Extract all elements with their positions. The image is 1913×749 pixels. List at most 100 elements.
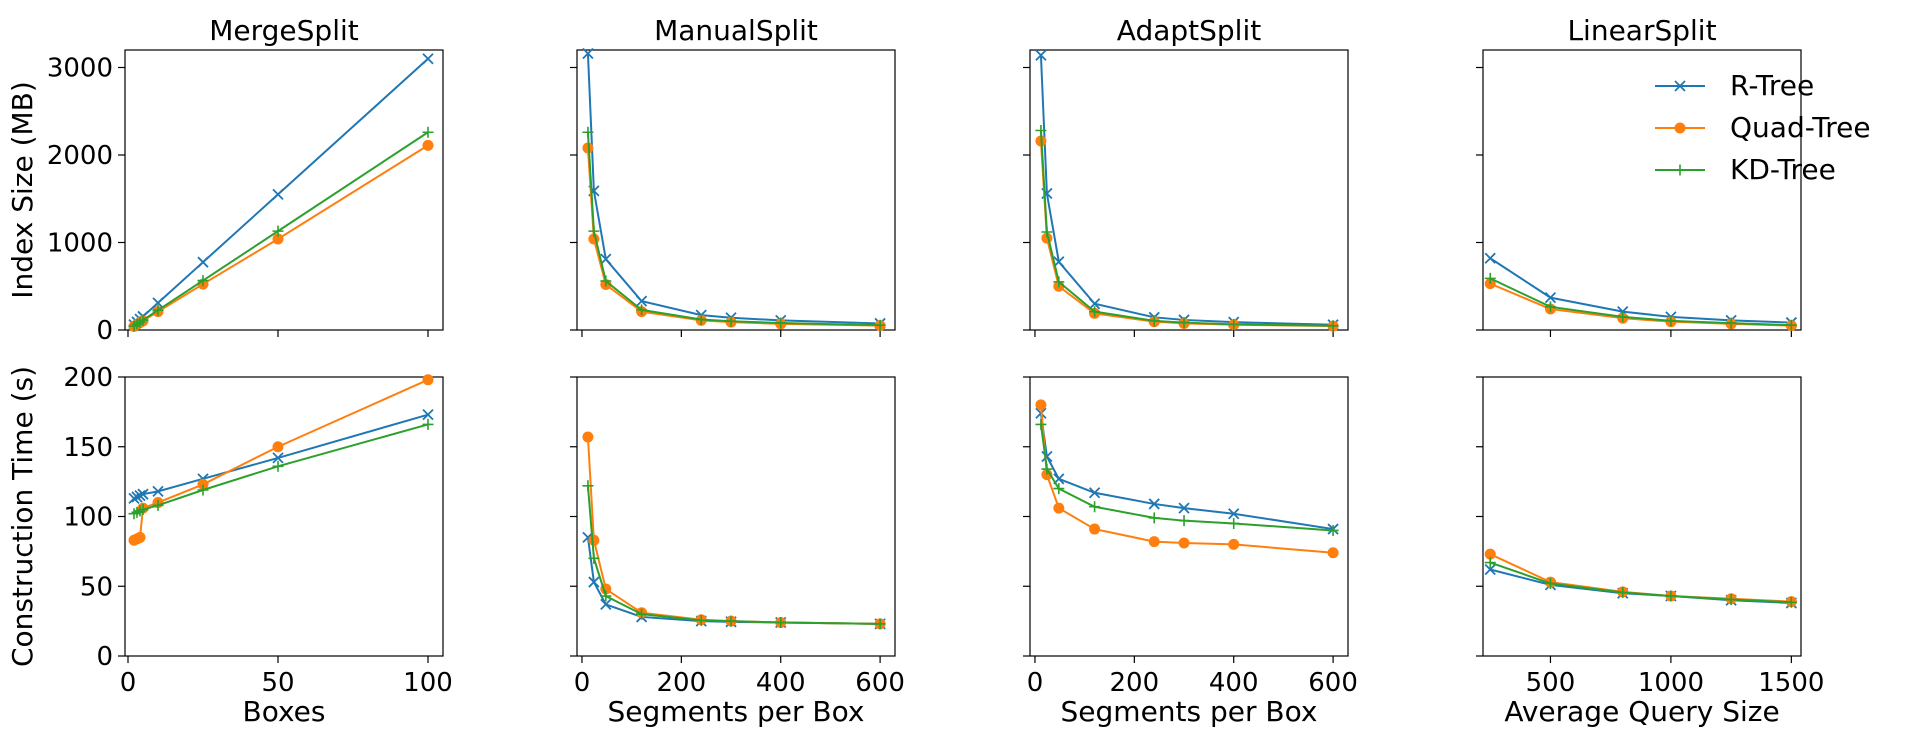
series-kd-tree bbox=[582, 126, 886, 331]
data-point-kd-tree bbox=[1484, 557, 1496, 569]
legend-label: KD-Tree bbox=[1730, 153, 1836, 186]
data-point-kd-tree bbox=[1178, 515, 1190, 527]
y-tick-label: 0 bbox=[96, 316, 113, 346]
x-tick-label: 200 bbox=[1110, 668, 1160, 698]
y-tick-label: 200 bbox=[63, 363, 113, 393]
data-point-quad-tree bbox=[1089, 523, 1101, 535]
data-point-kd-tree bbox=[725, 315, 737, 327]
series-line-kd-tree bbox=[1489, 277, 1792, 327]
data-point-quad-tree bbox=[422, 139, 434, 151]
data-point-r-tree bbox=[588, 576, 600, 588]
data-point-kd-tree bbox=[137, 504, 149, 516]
data-point-kd-tree bbox=[1053, 483, 1065, 495]
data-point-r-tree bbox=[272, 452, 284, 464]
axes-frame bbox=[576, 376, 896, 657]
data-point-kd-tree bbox=[588, 552, 600, 564]
data-point-kd-tree bbox=[1544, 577, 1556, 589]
data-point-kd-tree bbox=[1041, 226, 1053, 238]
data-point-kd-tree bbox=[695, 314, 707, 325]
data-point-kd-tree bbox=[725, 615, 737, 627]
panel-manualsplit-index-size: ManualSplit bbox=[570, 14, 896, 337]
series-line-r-tree bbox=[586, 537, 881, 625]
panel-title: LinearSplit bbox=[1567, 14, 1716, 47]
data-point-quad-tree bbox=[1148, 536, 1160, 548]
data-point-kd-tree bbox=[582, 126, 594, 138]
axes-frame bbox=[1029, 49, 1349, 331]
data-point-r-tree bbox=[422, 53, 434, 65]
data-point-kd-tree bbox=[1327, 320, 1339, 332]
y-tick-label: 3000 bbox=[47, 54, 113, 84]
data-point-kd-tree bbox=[1053, 276, 1065, 288]
x-tick-label: 1000 bbox=[1638, 668, 1704, 698]
x-tick-label: 200 bbox=[657, 668, 707, 698]
axes-frame bbox=[1482, 49, 1802, 331]
series-r-tree bbox=[1484, 563, 1797, 609]
data-point-r-tree bbox=[1148, 498, 1160, 510]
x-axis-label: Segments per Box bbox=[608, 695, 865, 728]
series-kd-tree bbox=[128, 418, 434, 520]
data-point-kd-tree bbox=[1725, 317, 1737, 329]
data-point-kd-tree bbox=[1665, 590, 1677, 602]
series-line-quad-tree bbox=[1039, 140, 1334, 328]
x-axis-label: Boxes bbox=[242, 695, 325, 728]
data-point-quad-tree bbox=[272, 441, 284, 453]
series-kd-tree bbox=[1035, 418, 1339, 536]
data-point-kd-tree bbox=[600, 590, 612, 602]
series-r-tree bbox=[128, 409, 434, 505]
data-point-quad-tree bbox=[1228, 538, 1240, 550]
panel-mergesplit-construction-time: 0 50 100 150 200 0 50 100 Boxes bbox=[63, 363, 452, 728]
data-point-kd-tree bbox=[197, 484, 209, 496]
data-point-r-tree bbox=[1178, 502, 1190, 514]
data-point-kd-tree bbox=[422, 418, 434, 430]
panel-title: ManualSplit bbox=[654, 14, 818, 47]
data-point-kd-tree bbox=[1041, 463, 1053, 475]
series-kd-tree bbox=[1035, 125, 1339, 332]
series-line-kd-tree bbox=[133, 423, 429, 515]
data-point-quad-tree bbox=[588, 534, 600, 546]
x-tick-label: 100 bbox=[403, 668, 453, 698]
data-point-r-tree bbox=[197, 256, 209, 268]
data-point-r-tree bbox=[600, 598, 612, 611]
data-point-kd-tree bbox=[272, 460, 284, 472]
x-tick-label: 0 bbox=[574, 668, 591, 698]
y-tick-label: 100 bbox=[63, 503, 113, 533]
series-r-tree bbox=[128, 53, 434, 331]
data-point-kd-tree bbox=[152, 499, 164, 511]
data-point-kd-tree bbox=[1035, 125, 1047, 136]
series-r-tree bbox=[582, 47, 886, 330]
data-point-kd-tree bbox=[1725, 594, 1737, 606]
legend-entry-kd-tree: KD-Tree bbox=[1655, 153, 1836, 186]
data-point-r-tree bbox=[1228, 508, 1240, 520]
data-point-quad-tree bbox=[134, 531, 146, 543]
data-point-r-tree bbox=[600, 253, 612, 265]
data-point-kd-tree bbox=[582, 480, 594, 492]
data-point-kd-tree bbox=[600, 275, 612, 287]
axes-frame bbox=[124, 49, 444, 331]
data-point-kd-tree bbox=[1228, 517, 1240, 529]
series-quad-tree bbox=[128, 139, 434, 332]
data-point-kd-tree bbox=[1148, 512, 1160, 524]
data-point-kd-tree bbox=[1484, 272, 1496, 284]
series-r-tree bbox=[1035, 49, 1339, 331]
data-point-kd-tree bbox=[1228, 318, 1240, 330]
data-point-kd-tree bbox=[636, 608, 648, 620]
x-tick-label: 400 bbox=[1209, 668, 1259, 698]
data-point-r-tree bbox=[128, 492, 140, 505]
data-point-kd-tree bbox=[588, 225, 600, 237]
x-tick-label: 600 bbox=[855, 668, 905, 698]
x-tick-label: 0 bbox=[1027, 668, 1044, 698]
axes-frame bbox=[124, 376, 444, 657]
data-point-kd-tree bbox=[874, 319, 886, 331]
data-point-quad-tree bbox=[1053, 502, 1065, 514]
axes-frame bbox=[1029, 376, 1349, 657]
data-point-kd-tree bbox=[1617, 587, 1629, 599]
legend-marker bbox=[1674, 122, 1686, 134]
data-point-r-tree bbox=[152, 485, 164, 498]
axes-frame bbox=[576, 49, 896, 331]
series-line-r-tree bbox=[133, 413, 429, 500]
data-point-kd-tree bbox=[1327, 524, 1339, 536]
legend-marker bbox=[1674, 164, 1686, 176]
data-point-r-tree bbox=[1035, 49, 1047, 61]
data-point-kd-tree bbox=[1617, 311, 1629, 323]
